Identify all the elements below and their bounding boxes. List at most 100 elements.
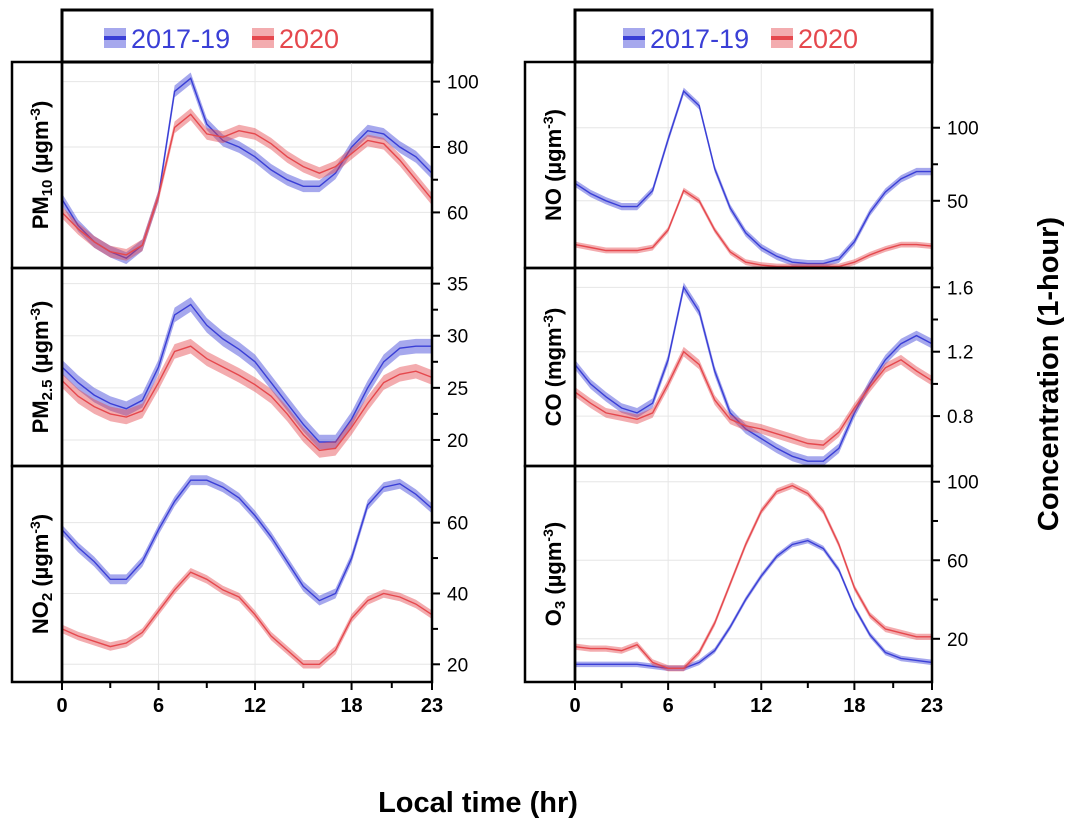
y-label-sub: 10: [39, 180, 56, 197]
series-2020: [61, 338, 433, 458]
series-line: [574, 89, 932, 265]
series-band: [62, 72, 432, 265]
series-band: [575, 537, 932, 671]
y-label-unit: (µgm: [28, 534, 53, 593]
series-line: [574, 285, 933, 462]
x-tick-label: 0: [569, 695, 580, 717]
panel-right-bottom: 20 60 100 O3 (µgm-3) 0 6 12 18 23: [523, 464, 979, 717]
y-label-unit: (mgm: [541, 327, 566, 393]
y-tick-label: 1.6: [947, 278, 973, 299]
y-label-sup: -3: [27, 108, 43, 121]
y-label-unit: (µgm: [541, 129, 566, 188]
series-line: [61, 345, 433, 452]
y-tick-label: 20: [947, 630, 968, 651]
legend-swatch-line: [623, 36, 645, 40]
series-2020: [574, 482, 932, 672]
y-label-main: O: [541, 609, 566, 626]
legend-frame: [573, 8, 934, 64]
series-line: [574, 350, 933, 446]
series-2020: [61, 108, 433, 261]
legend-swatch: [623, 28, 645, 48]
y-ticks: 60 80 100: [432, 73, 479, 224]
y-label-main: CO: [541, 393, 566, 426]
y-label-sub: 2.5: [39, 380, 56, 401]
series-line: [61, 77, 433, 260]
y-tick-label: 1.2: [947, 343, 973, 364]
y-label-main: NO: [28, 601, 53, 634]
panel-right-mid: 0.8 1.2 1.6 CO (mgm-3): [523, 266, 973, 468]
y-label-sub: 2: [39, 593, 56, 601]
y-label-sup: -3: [540, 315, 556, 328]
panel-left-top: 60 80 100 PM10 (µgm-3): [10, 60, 479, 270]
legend-label: 2020: [279, 24, 339, 54]
x-tick-label: 18: [340, 695, 362, 717]
x-tick-label: 18: [843, 695, 865, 717]
panel-left-bottom: 20 40 60 NO2 (µgm-3) 0 6 12 18 23: [10, 464, 468, 717]
series-line: [575, 539, 933, 669]
y-label-end: ): [541, 522, 566, 529]
x-tick-label: 6: [153, 695, 164, 717]
x-axis-label: Local time (hr): [378, 787, 578, 819]
y-axis-label: O3 (µgm-3): [540, 522, 569, 626]
series-2017-19: [574, 87, 932, 268]
legend-swatch-line: [771, 36, 793, 40]
y-tick-label: 20: [447, 431, 468, 452]
panel-left-mid: 20 25 30 35 PM2.5 (µgm-3): [10, 266, 468, 468]
legend-swatch: [771, 28, 793, 48]
y-axis-label: PM10 (µgm-3): [27, 101, 56, 230]
x-ticks: 0 6 12 18 23: [56, 682, 443, 717]
series-line: [61, 303, 432, 443]
series-band: [575, 282, 932, 466]
series-2017-19: [61, 475, 433, 606]
label-strip: [523, 464, 577, 684]
y-ticks: 20 40 60: [432, 514, 468, 676]
legend-swatch: [104, 28, 126, 48]
x-tick-label: 23: [421, 695, 443, 717]
legend-label: 2017-19: [131, 24, 230, 54]
y-label-end: ): [541, 109, 566, 116]
x-tick-label: 0: [56, 695, 67, 717]
y-ticks: 0.8 1.2 1.6: [932, 278, 973, 428]
series-line: [574, 189, 933, 268]
series-2020: [574, 346, 933, 450]
y-tick-label: 30: [447, 327, 468, 348]
legend-left: 2017-19 2020: [60, 8, 434, 64]
y-ticks: 20 60 100: [932, 473, 979, 651]
y-label-main: PM: [28, 400, 53, 433]
y-label-end: ): [28, 101, 53, 108]
series-2020: [574, 187, 933, 270]
y-tick-label: 0.8: [947, 407, 973, 428]
legend-swatch-line: [104, 36, 126, 40]
series-2020: [61, 568, 433, 669]
y-tick-label: 20: [447, 655, 468, 676]
series-2017-19: [61, 72, 433, 265]
y-axis-label: PM2.5 (µgm-3): [27, 301, 56, 434]
series-line: [61, 571, 433, 665]
x-tick-label: 23: [921, 695, 943, 717]
series-line: [574, 484, 932, 669]
y-tick-label: 35: [447, 275, 468, 296]
y-axis-label: NO (µgm-3): [540, 109, 566, 221]
y-tick-label: 100: [947, 119, 979, 140]
y-tick-label: 50: [947, 192, 968, 213]
series-line: [61, 479, 433, 602]
series-band: [575, 346, 932, 450]
legend-label: 2020: [798, 24, 858, 54]
y-tick-label: 40: [447, 584, 468, 605]
y-label-unit: (µgm: [28, 320, 53, 379]
y-tick-label: 25: [447, 379, 468, 400]
legend-swatch: [252, 28, 274, 48]
y-tick-label: 60: [447, 514, 468, 535]
y-axis-label: NO2 (µgm-3): [27, 514, 56, 634]
series-2017-19: [574, 282, 933, 466]
legend-swatch-line: [252, 36, 274, 40]
x-tick-label: 6: [663, 695, 674, 717]
series-2017-19: [61, 297, 432, 450]
y-label-main: PM: [28, 196, 53, 229]
y-label-unit: (µgm: [28, 120, 53, 179]
x-ticks: 0 6 12 18 23: [569, 682, 943, 717]
y-label-main: NO: [541, 188, 566, 221]
y-ticks: 50 100: [932, 119, 979, 213]
y-label-end: ): [28, 301, 53, 308]
